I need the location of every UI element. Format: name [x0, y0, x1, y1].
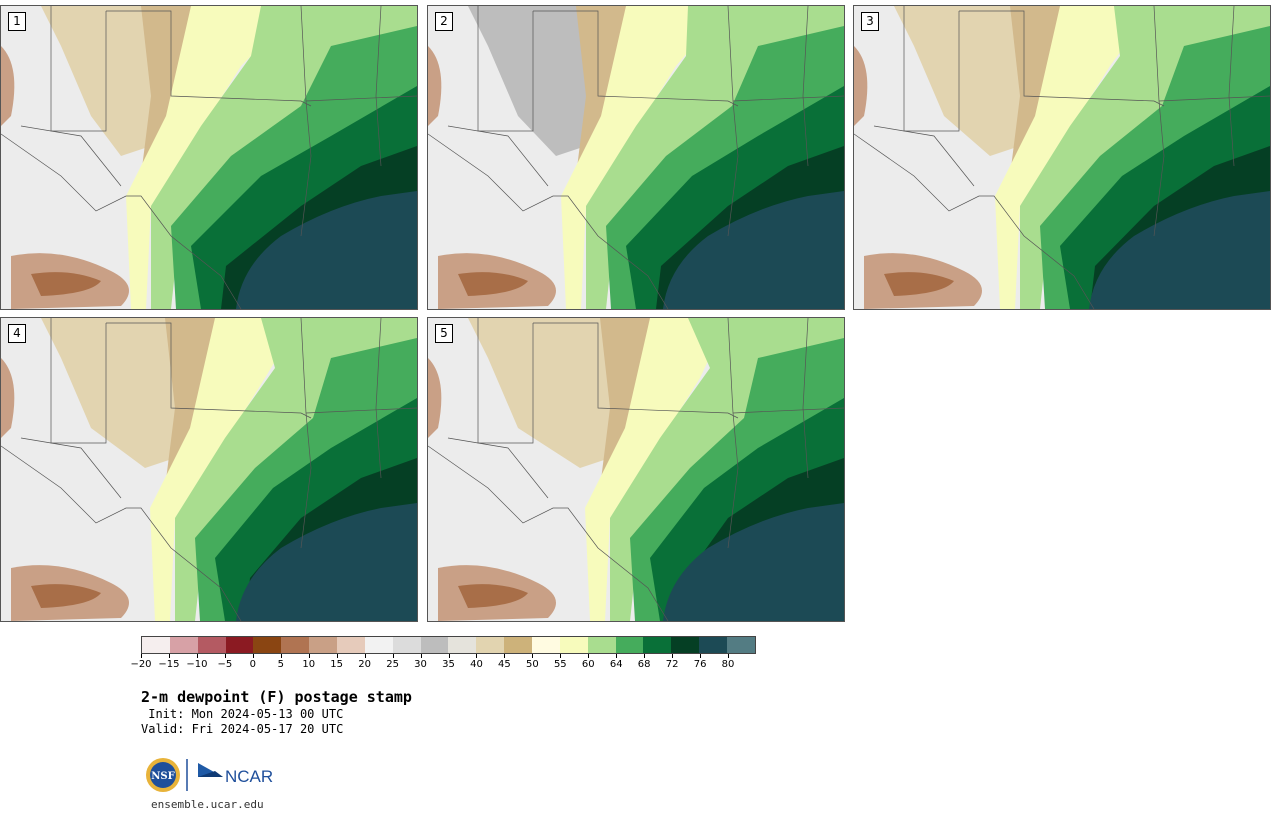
valid-time: Valid: Fri 2024-05-17 20 UTC [141, 722, 344, 736]
colorbar-tick-label: 55 [553, 659, 567, 670]
colorbar-tick [252, 654, 254, 658]
colorbar-segment [364, 637, 393, 653]
svg-text:NSF: NSF [151, 771, 174, 782]
colorbar-tick-label: 64 [609, 659, 623, 670]
colorbar-tick-label: 72 [665, 659, 679, 670]
colorbar-tick [560, 654, 562, 658]
colorbar-tick [700, 654, 702, 658]
colorbar-segment [532, 637, 560, 653]
dewpoint-map [428, 318, 844, 621]
colorbar-segment [643, 637, 672, 653]
colorbar-tick-label: 5 [277, 659, 284, 670]
colorbar-tick-label: −15 [158, 659, 180, 670]
colorbar-segment [420, 637, 449, 653]
colorbar-tick [532, 654, 534, 658]
colorbar-tick-label: 10 [302, 659, 316, 670]
dewpoint-map [1, 318, 417, 621]
colorbar-tick [392, 654, 394, 658]
colorbar-tick [728, 654, 730, 658]
panel-number: 3 [861, 12, 879, 31]
colorbar-tick-label: 15 [330, 659, 344, 670]
colorbar-tick [141, 654, 142, 658]
colorbar-segment [448, 637, 477, 653]
colorbar-segment [671, 637, 700, 653]
colorbar-tick-label: −20 [130, 659, 152, 670]
colorbar-tick [504, 654, 506, 658]
colorbar-tick [448, 654, 450, 658]
colorbar [141, 636, 756, 654]
colorbar-segment [615, 637, 644, 653]
colorbar-segment [476, 637, 505, 653]
colorbar-ticks: −20 −15 −10 −5 0 5 10 15 20 25 30 35 40 45 50 55 60 64 68 7… [130, 654, 756, 674]
website-link[interactable]: ensemble.ucar.edu [151, 798, 264, 811]
colorbar-tick-label: −5 [217, 659, 233, 670]
panel-number: 1 [8, 12, 26, 31]
init-time: Init: Mon 2024-05-13 00 UTC [141, 707, 344, 721]
colorbar-segment [225, 637, 254, 653]
colorbar-tick [280, 654, 282, 658]
colorbar-tick-label: 80 [721, 659, 735, 670]
dewpoint-map [428, 6, 844, 309]
map-panel: 4 [0, 317, 418, 622]
colorbar-segment [197, 637, 226, 653]
nsf-logo-icon: NSF [146, 758, 180, 792]
colorbar-tick-label: 60 [581, 659, 595, 670]
colorbar-tick-label: 50 [525, 659, 539, 670]
map-panel: 5 [427, 317, 845, 622]
colorbar-tick [308, 654, 310, 658]
colorbar-segment [169, 637, 198, 653]
figure-title: 2-m dewpoint (F) postage stamp [141, 688, 412, 706]
colorbar-segment [392, 637, 421, 653]
colorbar-tick [476, 654, 478, 658]
colorbar-segment [699, 637, 728, 653]
colorbar-tick-label: 0 [249, 659, 256, 670]
map-panel: 2 [427, 5, 845, 310]
nsf-ncar-logo: NSF NCAR [145, 757, 275, 793]
colorbar-segment [337, 637, 365, 653]
colorbar-segment [253, 637, 282, 653]
colorbar-tick [616, 654, 618, 658]
colorbar-segment [504, 637, 533, 653]
colorbar-tick [644, 654, 646, 658]
panel-number: 4 [8, 324, 26, 343]
colorbar-segment [309, 637, 338, 653]
colorbar-tick [196, 654, 198, 658]
colorbar-segment [281, 637, 310, 653]
colorbar-segment [587, 637, 616, 653]
colorbar-tick-label: 20 [358, 659, 371, 670]
map-panel: 1 [0, 5, 418, 310]
svg-text:NCAR: NCAR [225, 767, 273, 786]
dewpoint-map [1, 6, 417, 309]
colorbar-tick-label: −10 [186, 659, 208, 670]
ncar-logo-icon: NCAR [198, 763, 273, 786]
panel-number: 5 [435, 324, 453, 343]
colorbar-tick-label: 25 [386, 659, 399, 670]
colorbar-tick [336, 654, 338, 658]
dewpoint-map [854, 6, 1270, 309]
colorbar-segment [142, 637, 170, 653]
colorbar-segment [559, 637, 588, 653]
panel-number: 2 [435, 12, 453, 31]
colorbar-tick-label: 35 [442, 659, 455, 670]
colorbar-tick [224, 654, 226, 658]
colorbar-tick [420, 654, 422, 658]
colorbar-tick-label: 76 [693, 659, 707, 670]
map-panel: 3 [853, 5, 1271, 310]
colorbar-tick [168, 654, 170, 658]
colorbar-segment [727, 637, 755, 653]
colorbar-tick [588, 654, 590, 658]
colorbar-tick-label: 30 [414, 659, 427, 670]
colorbar-tick-label: 40 [470, 659, 483, 670]
colorbar-tick-label: 45 [498, 659, 511, 670]
colorbar-tick [672, 654, 674, 658]
colorbar-tick-label: 68 [637, 659, 651, 670]
colorbar-tick [364, 654, 366, 658]
